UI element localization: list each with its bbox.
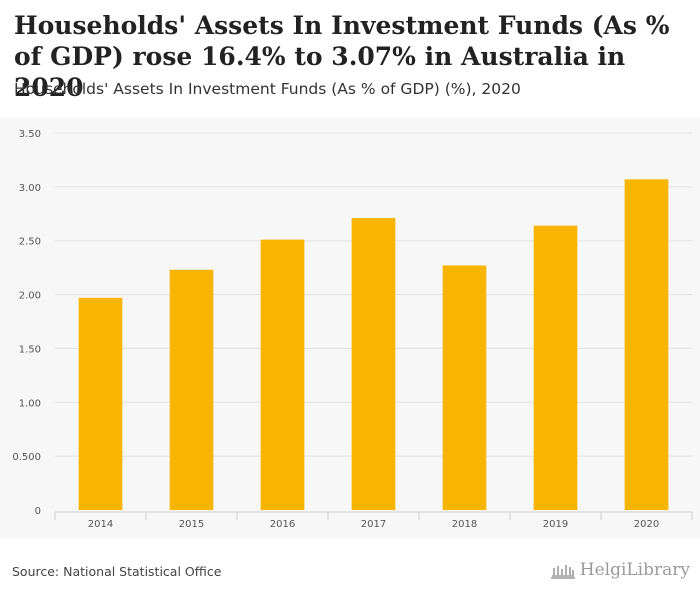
y-tick-label: 3.50	[19, 129, 41, 140]
x-tick-label: 2017	[361, 519, 386, 530]
y-tick-label: 1.00	[19, 398, 41, 409]
x-tick-label: 2018	[452, 519, 477, 530]
chart-subtitle: Households' Assets In Investment Funds (…	[14, 80, 521, 98]
brand-name: HelgiLibrary	[579, 560, 690, 580]
bar-2016	[260, 239, 305, 510]
y-tick-label: 0	[35, 506, 41, 517]
bar-2020	[624, 179, 669, 510]
y-tick-label: 2.00	[19, 291, 41, 302]
y-tick-label: 1.50	[19, 344, 41, 355]
y-tick-label: 3.00	[19, 183, 41, 194]
brand-logo: HelgiLibrary	[550, 560, 690, 580]
x-tick-label: 2014	[88, 519, 113, 530]
bar-2015	[169, 269, 214, 510]
x-tick-label: 2016	[270, 519, 295, 530]
y-axis-ticks: 0 0.500 1.00 1.50 2.00 2.50 3.00 3.50	[12, 129, 41, 517]
bar-2019	[533, 225, 578, 510]
bars	[78, 179, 669, 510]
y-tick-label: 0.500	[12, 452, 41, 463]
bar-2014	[78, 297, 123, 510]
chart-title: Households' Assets In Investment Funds (…	[14, 11, 670, 102]
bar-2018	[442, 265, 487, 510]
library-building-icon	[550, 565, 575, 579]
source-note: Source: National Statistical Office	[12, 564, 222, 579]
x-tick-label: 2019	[543, 519, 568, 530]
bar-2017	[351, 218, 396, 510]
y-tick-label: 2.50	[19, 237, 41, 248]
x-tick-label: 2020	[634, 519, 659, 530]
x-axis: 2014 2015 2016 2017 2018 2019 2020	[54, 511, 693, 530]
x-tick-label: 2015	[179, 519, 204, 530]
